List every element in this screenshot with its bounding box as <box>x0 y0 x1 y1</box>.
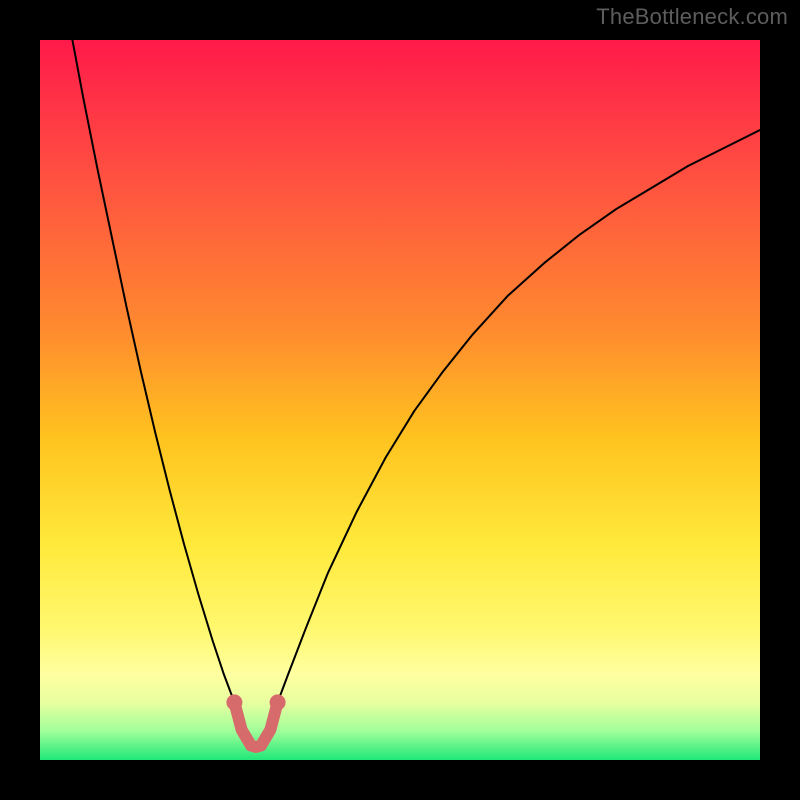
bottleneck-chart <box>0 0 800 800</box>
chart-container: TheBottleneck.com <box>0 0 800 800</box>
